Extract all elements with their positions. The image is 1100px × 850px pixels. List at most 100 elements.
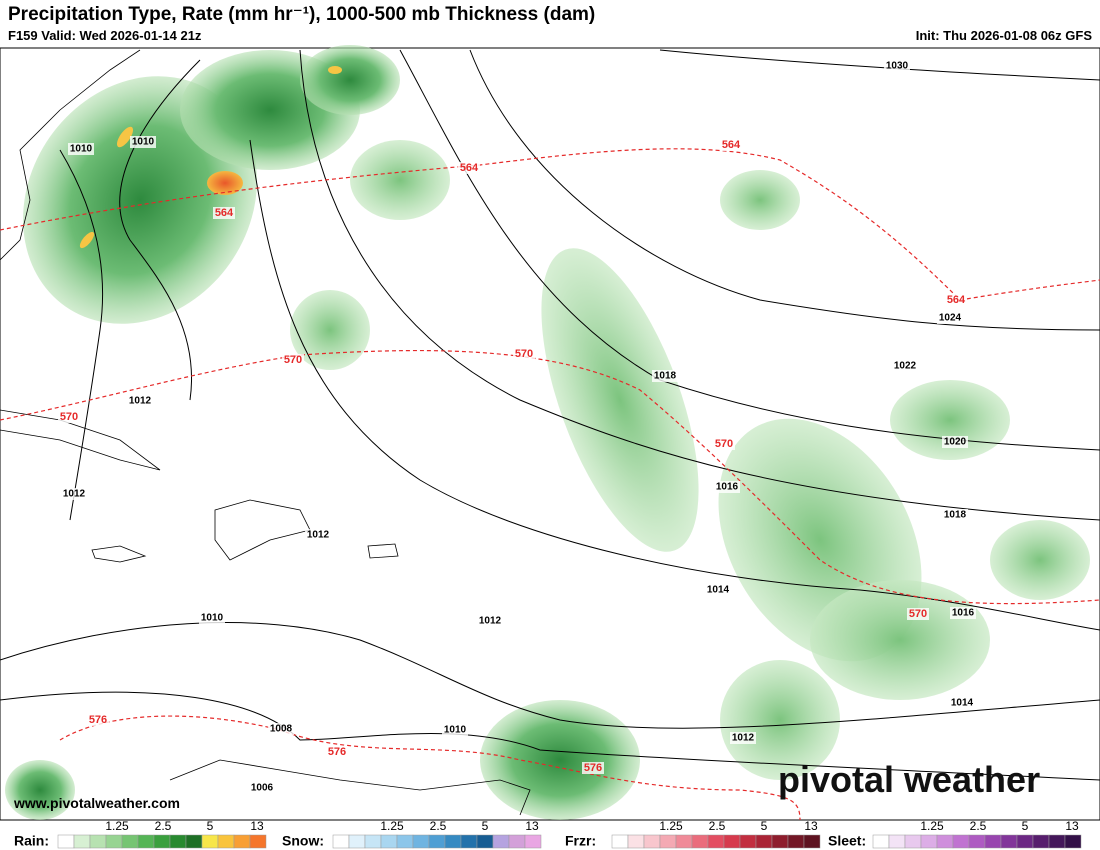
legend-swatch bbox=[787, 834, 805, 849]
isobar-label: 1016 bbox=[952, 608, 975, 619]
thickness-label: 570 bbox=[515, 348, 533, 360]
legend-swatch bbox=[249, 834, 267, 849]
legend-swatch bbox=[691, 834, 709, 849]
isobar-label: 1018 bbox=[654, 371, 677, 382]
label-bg bbox=[652, 370, 678, 382]
label-bg bbox=[884, 60, 910, 72]
legend-tick: 1.25 bbox=[105, 819, 129, 833]
legend-swatch bbox=[755, 834, 773, 849]
thickness-label: 576 bbox=[584, 762, 602, 774]
legend-swatch bbox=[675, 834, 693, 849]
legend-swatch bbox=[803, 834, 821, 849]
label-bg bbox=[937, 312, 963, 324]
thickness-label: 564 bbox=[722, 139, 741, 151]
legend: Rain: 1.25 2.5 5 13 Snow: 1.25 2.5 5 13 Frzr: 1.25 2… bbox=[14, 819, 1082, 849]
legend-tick: 2.5 bbox=[970, 819, 987, 833]
legend-swatch bbox=[137, 834, 155, 849]
label-bg bbox=[942, 509, 968, 521]
init-time: Init: Thu 2026-01-08 06z GFS bbox=[916, 28, 1093, 43]
legend-swatch bbox=[57, 834, 75, 849]
isobar-label: 1012 bbox=[129, 396, 152, 407]
legend-swatch bbox=[89, 834, 107, 849]
label-bg bbox=[458, 162, 480, 174]
label-bg bbox=[268, 723, 294, 735]
label-bg bbox=[442, 724, 468, 736]
isobar-label: 1012 bbox=[307, 530, 330, 541]
legend-swatch bbox=[185, 834, 203, 849]
isobar-label: 1014 bbox=[707, 585, 730, 596]
legend-tick: 2.5 bbox=[155, 819, 172, 833]
isobar-label: 1030 bbox=[886, 61, 909, 72]
label-bg bbox=[582, 762, 604, 774]
legend-tick: 1.25 bbox=[659, 819, 683, 833]
legend-swatch bbox=[105, 834, 123, 849]
label-bg bbox=[326, 746, 348, 758]
thickness-label: 570 bbox=[909, 608, 927, 620]
legend-swatch bbox=[412, 834, 430, 849]
legend-tick: 13 bbox=[804, 819, 818, 833]
label-bg bbox=[907, 608, 929, 620]
label-bg bbox=[714, 481, 740, 493]
legend-swatch bbox=[460, 834, 478, 849]
legend-swatch bbox=[723, 834, 741, 849]
isobar-label: 1012 bbox=[479, 616, 502, 627]
label-bg bbox=[705, 584, 731, 596]
legend-swatch bbox=[643, 834, 661, 849]
legend-swatch bbox=[524, 834, 542, 849]
watermark: www.pivotalweather.com bbox=[13, 795, 180, 811]
label-bg bbox=[945, 294, 967, 306]
legend-tick: 5 bbox=[207, 819, 214, 833]
legend-swatch bbox=[73, 834, 91, 849]
legend-tick: 2.5 bbox=[709, 819, 726, 833]
label-bg bbox=[730, 732, 756, 744]
label-bg bbox=[713, 438, 735, 450]
thickness-label: 564 bbox=[460, 162, 479, 174]
legend-swatch bbox=[771, 834, 789, 849]
legend-swatch bbox=[952, 834, 970, 849]
legend-tick: 5 bbox=[1022, 819, 1029, 833]
isobar-label: 1020 bbox=[944, 437, 967, 448]
legend-swatch bbox=[739, 834, 757, 849]
legend-swatch bbox=[611, 834, 629, 849]
isobar-labels: 1030 1010 1010 1024 1022 1018 1020 1016 1018 1012… bbox=[61, 60, 976, 794]
legend-swatch bbox=[888, 834, 906, 849]
label-bg bbox=[199, 612, 225, 624]
isobar-label: 1018 bbox=[944, 510, 967, 521]
legend-swatch bbox=[1032, 834, 1050, 849]
legend-swatch bbox=[1000, 834, 1018, 849]
legend-tick: 13 bbox=[525, 819, 539, 833]
isobar-label: 1006 bbox=[251, 783, 274, 794]
legend-swatch bbox=[707, 834, 725, 849]
legend-swatch bbox=[920, 834, 938, 849]
legend-swatch bbox=[380, 834, 398, 849]
valid-time: F159 Valid: Wed 2026-01-14 21z bbox=[8, 28, 202, 43]
legend-swatch bbox=[904, 834, 922, 849]
legend-swatch bbox=[968, 834, 986, 849]
label-bg bbox=[58, 411, 80, 423]
legend-swatch bbox=[121, 834, 139, 849]
legend-swatch bbox=[1064, 834, 1082, 849]
isobar-label: 1024 bbox=[939, 313, 962, 324]
isobar-label: 1012 bbox=[63, 489, 86, 500]
isobar-label: 1012 bbox=[732, 733, 755, 744]
legend-swatch bbox=[201, 834, 219, 849]
label-bg bbox=[513, 348, 535, 360]
thickness-labels: 564 564 564 564 570 570 570 570 570 576 576 576 bbox=[58, 139, 967, 774]
legend-swatch bbox=[233, 834, 251, 849]
legend-swatch bbox=[984, 834, 1002, 849]
legend-swatch bbox=[476, 834, 494, 849]
legend-tick: 2.5 bbox=[430, 819, 447, 833]
isobar-label: 1008 bbox=[270, 724, 293, 735]
legend-label: Rain: bbox=[14, 833, 49, 849]
legend-swatch bbox=[508, 834, 526, 849]
legend-swatch bbox=[444, 834, 462, 849]
legend-swatch bbox=[332, 834, 350, 849]
label-bg bbox=[87, 714, 109, 726]
label-bg bbox=[127, 395, 153, 407]
thickness-label: 576 bbox=[89, 714, 107, 726]
legend-swatch bbox=[364, 834, 382, 849]
thickness-label: 570 bbox=[60, 411, 78, 423]
legend-swatch bbox=[217, 834, 235, 849]
title: Precipitation Type, Rate (mm hr⁻¹), 1000… bbox=[8, 4, 595, 25]
label-bg bbox=[720, 139, 742, 151]
